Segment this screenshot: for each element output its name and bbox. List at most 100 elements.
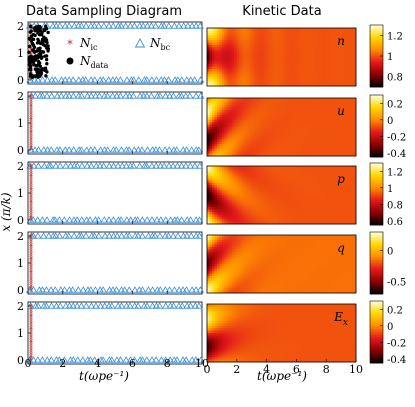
heatmap-cell [276,69,280,72]
heatmap-cell [236,114,240,118]
heatmap-cell [291,32,295,36]
heatmap-cell [321,112,325,116]
data-point [36,75,40,79]
heatmap-cell [249,98,253,101]
heatmap-cell [231,211,235,215]
heatmap-cell [306,107,310,111]
heatmap-cell [341,64,344,68]
heatmap-cell [259,61,263,65]
heatmap-cell [259,192,263,196]
heatmap-cell [274,54,277,58]
heatmap-cell [271,35,275,39]
heatmap-cell [259,105,263,109]
heatmap-cell [259,195,263,198]
heatmap-cell [259,83,263,87]
heatmap-cell [298,209,302,213]
heatmap-cell [266,66,270,70]
bc-point [26,286,34,293]
heatmap-cell [256,110,260,113]
bc-point [100,22,108,29]
heatmap-cell [311,112,315,116]
heatmap-cell [308,175,312,179]
heatmap-cell [313,207,317,210]
heatmap-cell [236,32,240,36]
heatmap-cell [281,221,285,225]
heatmap-cell [207,190,210,193]
heatmap-cell [288,71,292,75]
heatmap-cell [293,197,297,201]
bc-point [156,232,164,239]
heatmap-cell [231,219,235,222]
heatmap-cell [283,170,287,174]
heatmap-cell [306,42,310,46]
heatmap-cell [234,40,238,43]
heatmap-cell [229,40,233,43]
heatmap-cell [251,170,255,174]
heatmap-cell [271,211,275,215]
heatmap-cell [281,202,285,206]
heatmap-cell [311,187,315,191]
heatmap-cell [293,211,297,215]
heatmap-cell [336,105,340,109]
heatmap-cell [283,71,287,75]
heatmap-cell [254,122,258,125]
heatmap-cell [236,199,240,203]
heatmap-cell [288,73,292,77]
heatmap-cell [234,134,238,138]
heatmap-cell [333,44,337,48]
heatmap-cell [219,37,223,41]
heatmap-cell [276,221,280,225]
heatmap-cell [316,173,320,177]
heatmap-cell [328,100,332,104]
heatmap-cell [281,211,285,215]
heatmap-cell [246,52,250,55]
heatmap-cell [231,78,235,82]
heatmap-cell [286,47,290,51]
colorbar-cell [370,141,383,144]
heatmap-cell [214,153,218,157]
heatmap-cell [219,182,223,186]
heatmap-cell [269,173,272,177]
heatmap-cell [236,129,240,133]
heatmap-cell [313,47,317,51]
colorbar-cell [370,83,383,86]
bc-point [51,76,59,83]
heatmap-cell [249,59,253,63]
bc-point [184,22,192,29]
heatmap-cell [207,32,210,36]
heatmap-cell [231,102,235,106]
heatmap-cell [283,42,287,46]
heatmap-cell [336,143,340,147]
heatmap-cell [318,52,322,55]
heatmap-cell [331,190,335,193]
heatmap-cell [259,146,263,150]
heatmap-cell [276,83,280,87]
heatmap-cell [236,78,240,82]
heatmap-cell [276,81,280,84]
heatmap-cell [259,136,263,140]
bc-point [151,232,159,239]
heatmap-cell [321,221,325,225]
heatmap-cell [281,122,285,125]
heatmap-cell [264,122,267,125]
heatmap-cell [214,166,218,169]
heatmap-cell [266,141,270,145]
heatmap-cell [306,81,310,84]
heatmap-cell [351,35,354,39]
heatmap-cell [236,168,240,172]
heatmap-cell [274,107,277,111]
heatmap-cell [207,214,210,218]
heatmap-cell [229,78,233,82]
heatmap-cell [216,30,220,34]
heatmap-cell [274,182,277,186]
heatmap-cell [333,54,337,58]
heatmap-cell [321,40,325,43]
heatmap-cell [271,122,275,125]
heatmap-cell [241,49,245,53]
heatmap-cell [316,207,320,210]
heatmap-cell [256,187,260,191]
heatmap-cell [239,47,243,51]
heatmap-cell [256,57,260,60]
heatmap-cell [229,32,233,36]
heatmap-cell [219,57,223,60]
